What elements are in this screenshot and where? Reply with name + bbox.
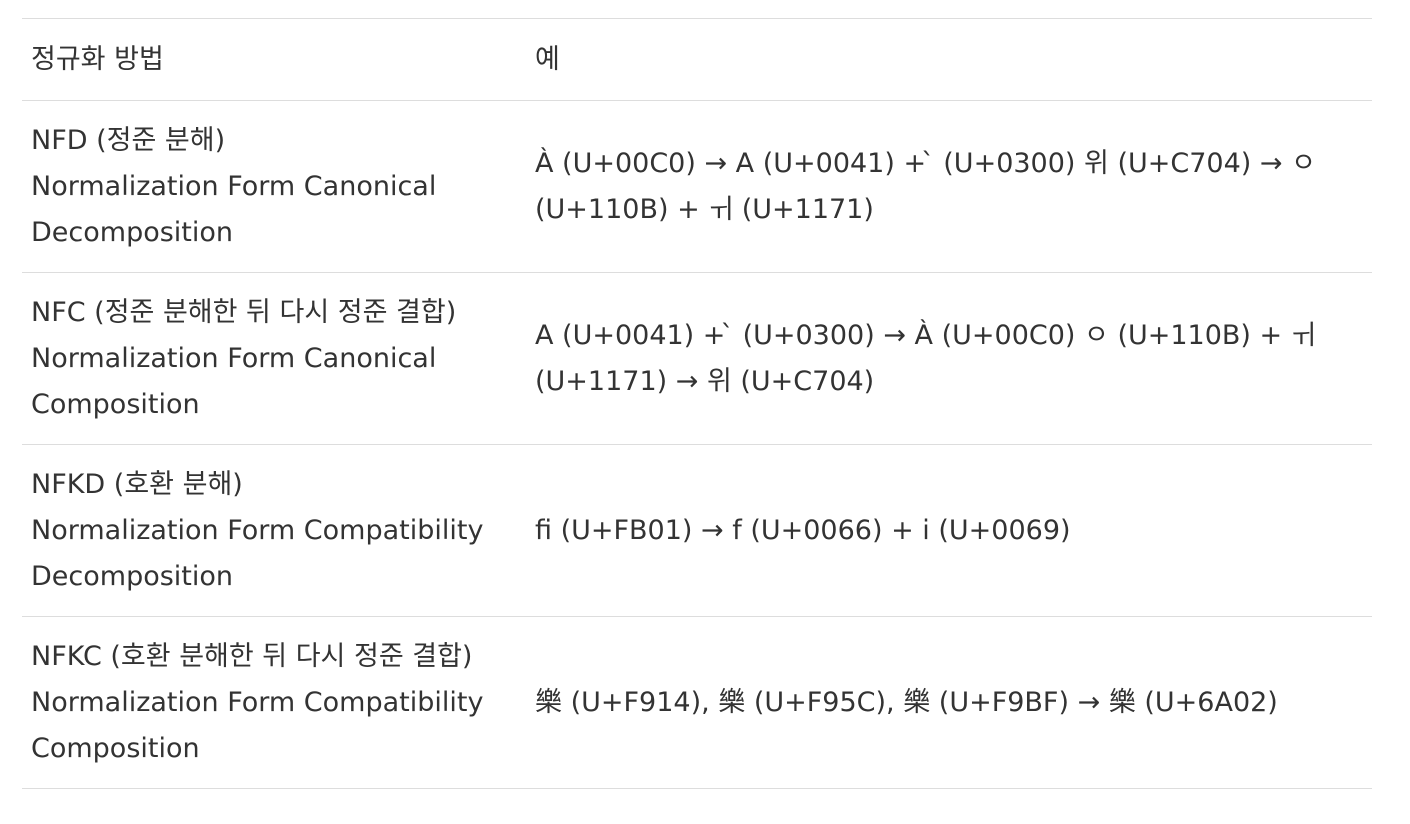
method-description: Normalization Form Compatibility	[31, 514, 484, 546]
method-cell: NFKC (호환 분해한 뒤 다시 정준 결합) Normalization F…	[22, 634, 535, 772]
example-text: A (U+0041) + ̀ (U+0300) → À (U+00C0) ㅇ (…	[535, 319, 1316, 351]
method-name: NFKC (호환 분해한 뒤 다시 정준 결합)	[31, 640, 473, 672]
table-row: NFD (정준 분해) Normalization Form Canonical…	[22, 101, 1372, 273]
table-header-row: 정규화 방법 예	[22, 19, 1372, 101]
method-name: NFD (정준 분해)	[31, 124, 226, 156]
method-cell: NFD (정준 분해) Normalization Form Canonical…	[22, 118, 535, 256]
example-text: (U+110B) + ㅟ (U+1171)	[535, 193, 874, 225]
example-cell: ﬁ (U+FB01) → f (U+0066) + i (U+0069)	[535, 508, 1372, 554]
method-description: Decomposition	[31, 216, 234, 248]
table-row: NFKD (호환 분해) Normalization Form Compatib…	[22, 445, 1372, 617]
method-cell: NFKD (호환 분해) Normalization Form Compatib…	[22, 462, 535, 600]
example-text: À (U+00C0) → A (U+0041) + ̀ (U+0300) 위 (…	[535, 147, 1316, 179]
example-text: ﬁ (U+FB01) → f (U+0066) + i (U+0069)	[535, 514, 1071, 546]
example-cell: A (U+0041) + ̀ (U+0300) → À (U+00C0) ㅇ (…	[535, 313, 1372, 405]
table-row: NFC (정준 분해한 뒤 다시 정준 결합) Normalization Fo…	[22, 273, 1372, 445]
table-row: NFKC (호환 분해한 뒤 다시 정준 결합) Normalization F…	[22, 617, 1372, 789]
header-example: 예	[535, 43, 560, 75]
method-description: Composition	[31, 732, 200, 764]
header-method: 정규화 방법	[31, 43, 164, 75]
normalization-table: 정규화 방법 예 NFD (정준 분해) Normalization Form …	[22, 18, 1372, 789]
method-description: Composition	[31, 388, 200, 420]
method-description: Normalization Form Canonical	[31, 170, 437, 202]
example-cell: 樂 (U+F914), 樂 (U+F95C), 樂 (U+F9BF) → 樂 (…	[535, 680, 1372, 726]
method-description: Decomposition	[31, 560, 234, 592]
example-text: 樂 (U+F914), 樂 (U+F95C), 樂 (U+F9BF) → 樂 (…	[535, 686, 1278, 718]
method-description: Normalization Form Canonical	[31, 342, 437, 374]
example-cell: À (U+00C0) → A (U+0041) + ̀ (U+0300) 위 (…	[535, 141, 1372, 233]
method-cell: NFC (정준 분해한 뒤 다시 정준 결합) Normalization Fo…	[22, 290, 535, 428]
method-description: Normalization Form Compatibility	[31, 686, 484, 718]
method-name: NFC (정준 분해한 뒤 다시 정준 결합)	[31, 296, 457, 328]
method-name: NFKD (호환 분해)	[31, 468, 243, 500]
example-text: (U+1171) → 위 (U+C704)	[535, 365, 875, 397]
